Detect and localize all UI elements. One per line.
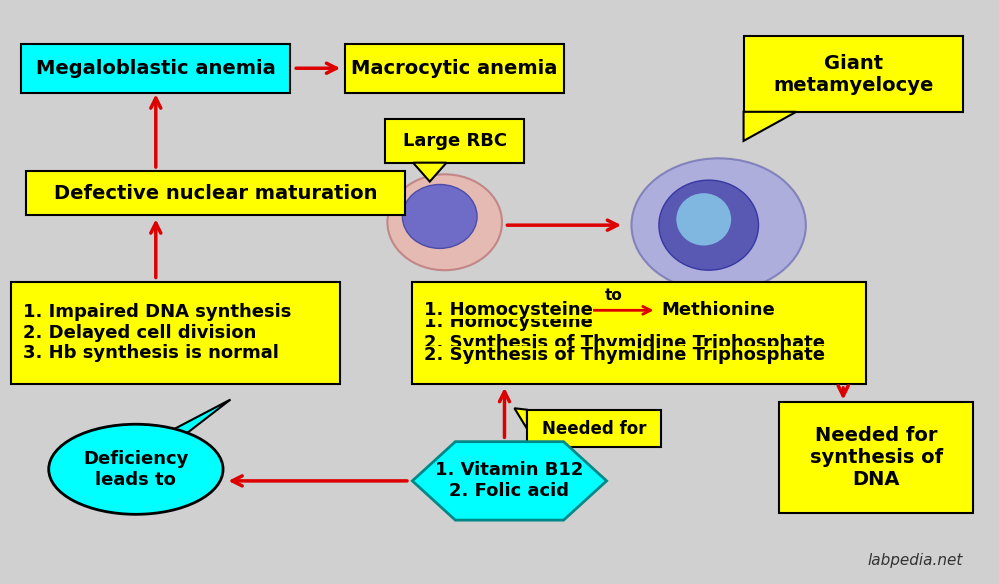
Ellipse shape — [659, 180, 758, 270]
FancyBboxPatch shape — [11, 282, 340, 384]
Polygon shape — [149, 399, 231, 442]
FancyBboxPatch shape — [385, 119, 524, 163]
FancyBboxPatch shape — [526, 410, 661, 447]
Text: Large RBC: Large RBC — [403, 132, 506, 150]
Ellipse shape — [388, 174, 501, 270]
Text: Macrocytic anemia: Macrocytic anemia — [352, 59, 557, 78]
Text: 1. Vitamin B12
2. Folic acid: 1. Vitamin B12 2. Folic acid — [436, 461, 583, 500]
Text: Deficiency
leads to: Deficiency leads to — [83, 450, 189, 489]
Polygon shape — [413, 163, 447, 182]
Text: Defective nuclear maturation: Defective nuclear maturation — [54, 184, 378, 203]
Text: Methionine: Methionine — [661, 301, 775, 319]
Text: to: to — [605, 288, 623, 303]
Text: Megaloblastic anemia: Megaloblastic anemia — [36, 59, 276, 78]
FancyBboxPatch shape — [779, 402, 973, 513]
Ellipse shape — [403, 185, 478, 248]
Polygon shape — [413, 442, 606, 520]
Ellipse shape — [49, 424, 223, 515]
FancyBboxPatch shape — [743, 36, 963, 112]
Ellipse shape — [676, 193, 731, 245]
FancyBboxPatch shape — [26, 171, 405, 215]
Text: 1. Homocysteine: 1. Homocysteine — [425, 301, 593, 319]
FancyBboxPatch shape — [413, 282, 865, 384]
Text: labpedia.net: labpedia.net — [867, 553, 963, 568]
FancyBboxPatch shape — [345, 44, 564, 93]
Polygon shape — [514, 408, 526, 429]
Ellipse shape — [631, 158, 806, 292]
Text: Needed for
synthesis of
DNA: Needed for synthesis of DNA — [809, 426, 943, 489]
Text: Giant
metamyelocye: Giant metamyelocye — [773, 54, 933, 95]
FancyBboxPatch shape — [21, 44, 291, 93]
Text: 2. Synthesis of Thymidine Triphosphate: 2. Synthesis of Thymidine Triphosphate — [425, 346, 825, 364]
Text: 1. Homocysteine
2. Synthesis of Thymidine Triphosphate: 1. Homocysteine 2. Synthesis of Thymidin… — [425, 313, 825, 352]
Text: Needed for: Needed for — [541, 419, 646, 437]
Text: 1. Impaired DNA synthesis
2. Delayed cell division
3. Hb synthesis is normal: 1. Impaired DNA synthesis 2. Delayed cel… — [23, 303, 292, 363]
Polygon shape — [743, 112, 796, 141]
